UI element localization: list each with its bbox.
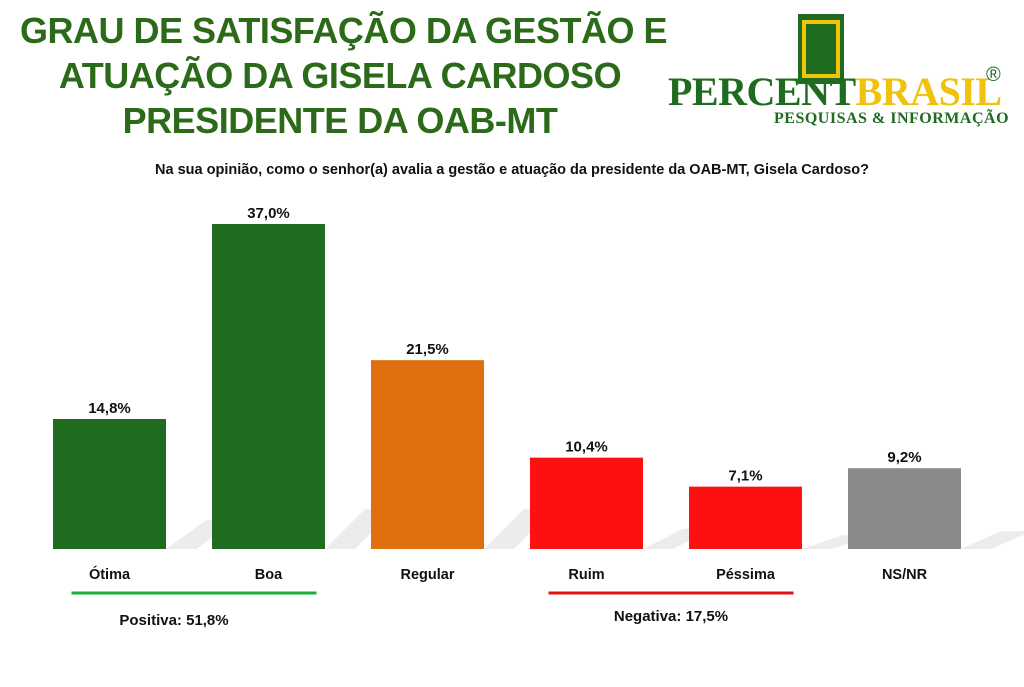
category-label: Ruim	[568, 567, 604, 583]
logo-subtitle: PESQUISAS & INFORMAÇÃO	[774, 110, 1010, 127]
bar-4	[530, 457, 643, 549]
chart-title: GRAU DE SATISFAÇÃO DA GESTÃO E ATUAÇÃO D…	[20, 8, 668, 143]
bar-1	[53, 419, 166, 549]
group-label: Positiva: 51,8%	[119, 612, 228, 629]
bar-3	[371, 360, 484, 549]
bar-2	[212, 224, 325, 549]
percentbrasil-logo: PERCENTBRASIL ® PESQUISAS & INFORMAÇÃO	[668, 14, 1010, 134]
group-label: Negativa: 17,5%	[614, 608, 728, 625]
registered-mark: ®	[986, 64, 1001, 86]
title-line-1: GRAU DE SATISFAÇÃO DA GESTÃO E	[20, 10, 668, 51]
category-label: Péssima	[716, 567, 776, 583]
value-label: 9,2%	[887, 449, 921, 466]
flag-icon	[798, 14, 844, 84]
logo-name-part2: BRASIL	[855, 69, 1002, 114]
value-label: 37,0%	[247, 205, 290, 222]
category-label: Ótima	[89, 565, 131, 583]
logo-wordmark: PERCENTBRASIL	[668, 70, 1002, 114]
bar-5	[689, 486, 802, 549]
value-label: 7,1%	[728, 468, 762, 485]
category-label: NS/NR	[882, 567, 928, 583]
logo-name-part1: PERCENT	[668, 69, 856, 114]
value-label: 14,8%	[88, 400, 131, 417]
title-line-3: PRESIDENTE DA OAB-MT	[122, 100, 558, 141]
value-label: 10,4%	[565, 439, 608, 456]
category-label: Boa	[255, 567, 283, 583]
survey-question: Na sua opinião, como o senhor(a) avalia …	[155, 162, 869, 178]
category-label: Regular	[401, 567, 455, 583]
bar-shadow	[961, 531, 1024, 549]
value-label: 21,5%	[406, 341, 449, 358]
bar-6	[848, 468, 961, 549]
title-line-2: ATUAÇÃO DA GISELA CARDOSO	[58, 55, 622, 96]
